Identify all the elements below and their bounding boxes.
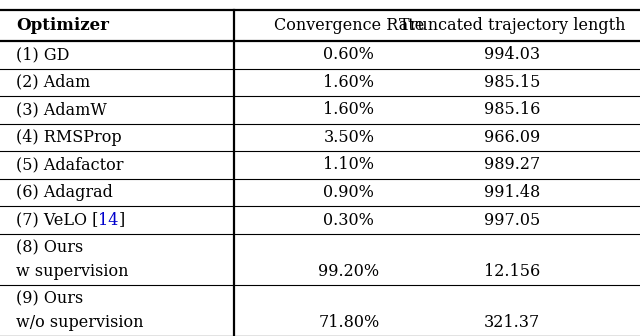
Text: (9) Ours: (9) Ours bbox=[16, 290, 83, 307]
Text: 0.30%: 0.30% bbox=[323, 212, 374, 228]
Text: (4) RMSProp: (4) RMSProp bbox=[16, 129, 122, 146]
Text: 71.80%: 71.80% bbox=[318, 314, 380, 331]
Text: 994.03: 994.03 bbox=[484, 46, 540, 63]
Text: Optimizer: Optimizer bbox=[16, 17, 109, 34]
Text: w supervision: w supervision bbox=[16, 263, 129, 280]
Text: (7) VeLO [: (7) VeLO [ bbox=[16, 212, 99, 228]
Text: Convergence Rate: Convergence Rate bbox=[274, 17, 424, 34]
Text: 1.60%: 1.60% bbox=[323, 74, 374, 91]
Text: 321.37: 321.37 bbox=[484, 314, 540, 331]
Text: (6) Adagrad: (6) Adagrad bbox=[16, 184, 113, 201]
Text: 12.156: 12.156 bbox=[484, 263, 540, 280]
Text: ]: ] bbox=[119, 212, 125, 228]
Text: (2) Adam: (2) Adam bbox=[16, 74, 90, 91]
Text: (8) Ours: (8) Ours bbox=[16, 239, 83, 256]
Text: 989.27: 989.27 bbox=[484, 157, 540, 173]
Text: 0.60%: 0.60% bbox=[323, 46, 374, 63]
Text: 985.15: 985.15 bbox=[484, 74, 540, 91]
Text: 0.90%: 0.90% bbox=[323, 184, 374, 201]
Text: 1.60%: 1.60% bbox=[323, 101, 374, 118]
Text: w/o supervision: w/o supervision bbox=[16, 314, 143, 331]
Text: (3) AdamW: (3) AdamW bbox=[16, 101, 107, 118]
Text: (5) Adafactor: (5) Adafactor bbox=[16, 157, 124, 173]
Text: 99.20%: 99.20% bbox=[318, 263, 380, 280]
Text: (1) GD: (1) GD bbox=[16, 46, 69, 63]
Text: 997.05: 997.05 bbox=[484, 212, 540, 228]
Text: 966.09: 966.09 bbox=[484, 129, 540, 146]
Text: 985.16: 985.16 bbox=[484, 101, 540, 118]
Text: 991.48: 991.48 bbox=[484, 184, 540, 201]
Text: 14: 14 bbox=[99, 212, 119, 228]
Text: 3.50%: 3.50% bbox=[323, 129, 374, 146]
Text: 1.10%: 1.10% bbox=[323, 157, 374, 173]
Text: Truncated trajectory length: Truncated trajectory length bbox=[399, 17, 625, 34]
